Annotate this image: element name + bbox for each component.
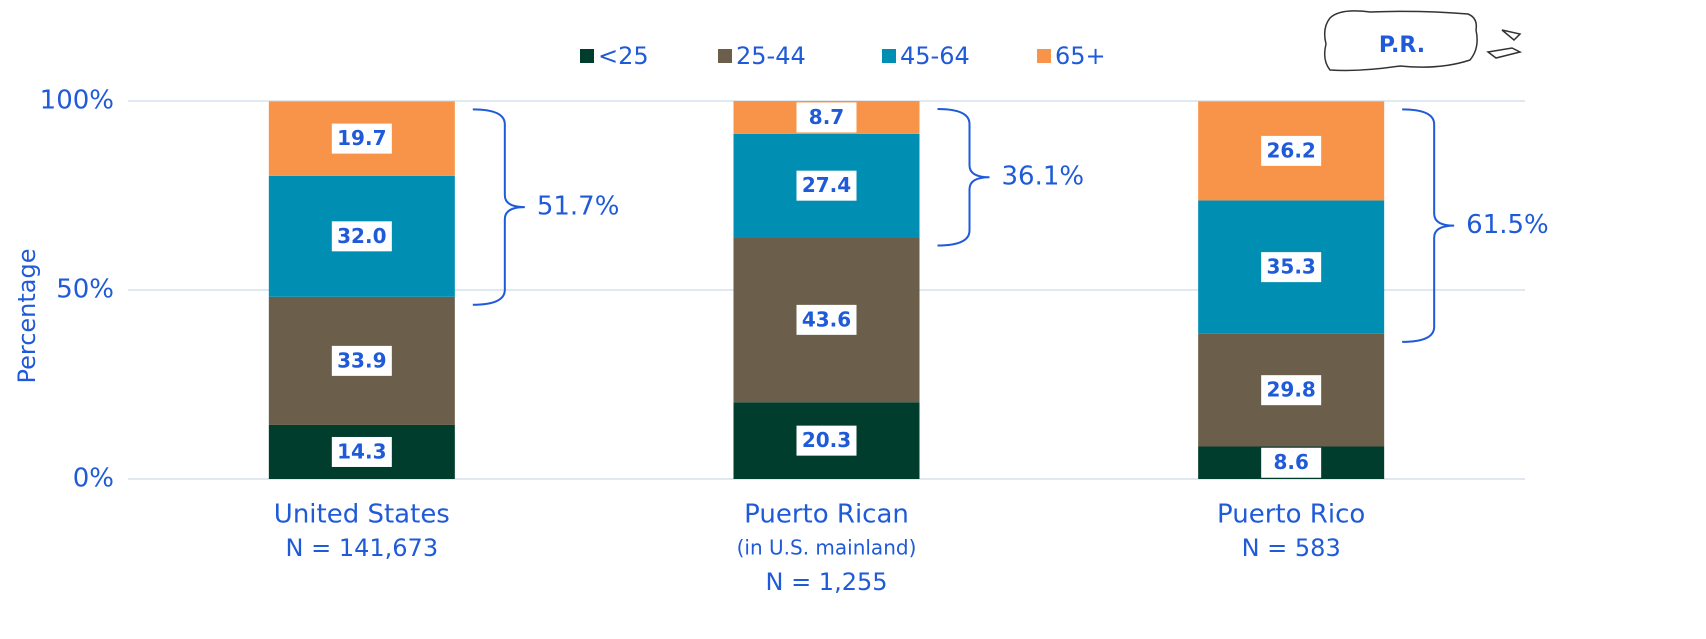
map-label: P.R. bbox=[1379, 33, 1425, 58]
legend-label: 65+ bbox=[1055, 42, 1106, 70]
value-label-box bbox=[331, 123, 392, 154]
value-label-box bbox=[331, 221, 392, 252]
value-label: 19.7 bbox=[337, 126, 386, 150]
legend-swatch bbox=[882, 49, 896, 63]
value-label-box bbox=[796, 170, 857, 201]
x-tick-label: Puerto Rico bbox=[1217, 500, 1365, 530]
y-tick-label: 0% bbox=[73, 464, 114, 494]
y-axis-label: Percentage bbox=[13, 248, 41, 383]
legend-swatch bbox=[718, 49, 732, 63]
bracket bbox=[1402, 108, 1455, 343]
y-tick-label: 100% bbox=[40, 86, 114, 116]
value-label-box bbox=[1261, 252, 1322, 283]
value-label: 8.7 bbox=[809, 105, 844, 129]
x-tick-label: Puerto Rican bbox=[744, 500, 909, 530]
x-tick-sublabel: N = 141,673 bbox=[286, 534, 439, 562]
value-label: 20.3 bbox=[802, 428, 851, 452]
x-tick-sublabel: N = 1,255 bbox=[765, 568, 887, 596]
value-label: 26.2 bbox=[1266, 138, 1315, 162]
legend-label: 45-64 bbox=[900, 42, 970, 70]
legend-label: 25-44 bbox=[736, 42, 806, 70]
value-label-box bbox=[331, 436, 392, 467]
bracket-label: 51.7% bbox=[537, 192, 620, 222]
y-tick-label: 50% bbox=[56, 275, 114, 305]
value-label-box bbox=[796, 425, 857, 456]
bracket-label: 36.1% bbox=[1002, 162, 1085, 192]
value-label-box bbox=[796, 304, 857, 335]
legend-label: <25 bbox=[598, 42, 649, 70]
value-label: 35.3 bbox=[1266, 255, 1315, 279]
x-tick-label: United States bbox=[274, 500, 450, 530]
value-label-box bbox=[331, 345, 392, 376]
value-label-box bbox=[1261, 375, 1322, 406]
value-label-box bbox=[1261, 135, 1322, 166]
value-label-box bbox=[796, 102, 857, 133]
value-label: 14.3 bbox=[337, 439, 386, 463]
value-label: 32.0 bbox=[337, 224, 386, 248]
value-label: 33.9 bbox=[337, 348, 386, 372]
bracket bbox=[937, 108, 990, 247]
value-label-box bbox=[1261, 447, 1322, 478]
bracket-label: 61.5% bbox=[1466, 210, 1549, 240]
x-tick-sublabel: (in U.S. mainland) bbox=[737, 536, 917, 560]
value-label: 29.8 bbox=[1266, 378, 1315, 402]
value-label: 27.4 bbox=[802, 173, 851, 197]
puerto-rico-map bbox=[1323, 10, 1523, 72]
legend-swatch bbox=[1037, 49, 1051, 63]
legend-swatch bbox=[580, 49, 594, 63]
value-label: 8.6 bbox=[1273, 450, 1308, 474]
bracket bbox=[472, 108, 525, 306]
x-tick-sublabel: N = 583 bbox=[1242, 534, 1341, 562]
value-label: 43.6 bbox=[802, 307, 851, 331]
